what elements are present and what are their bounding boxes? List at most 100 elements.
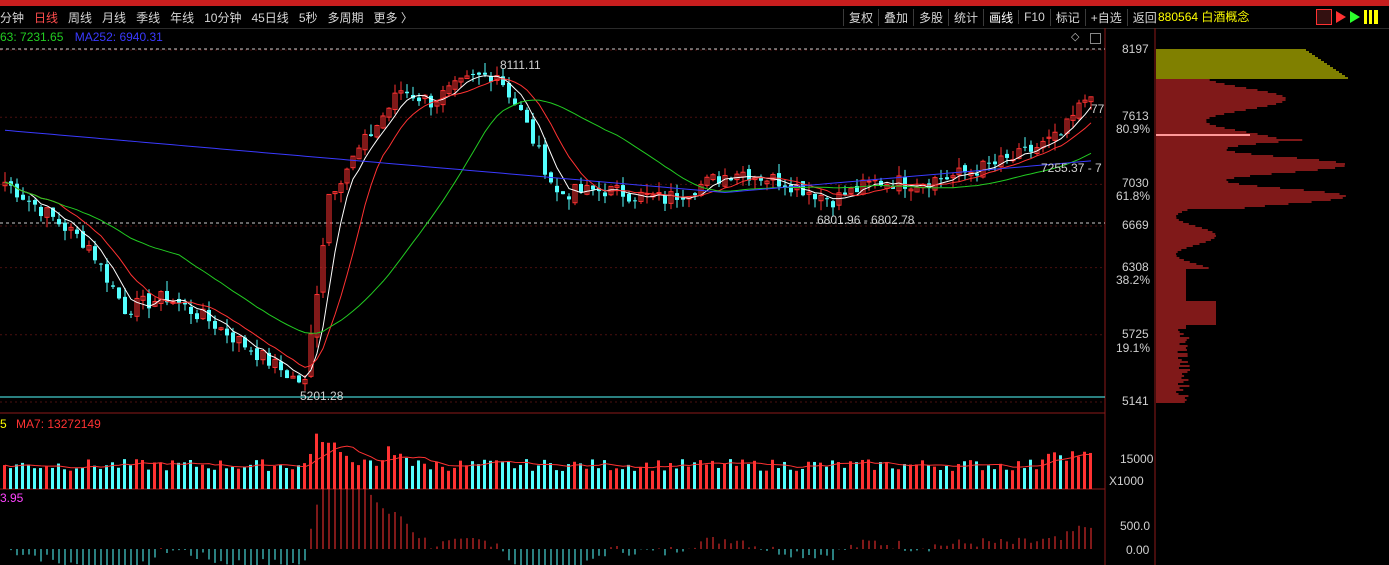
candle-body (519, 105, 523, 111)
candle-body (734, 173, 740, 181)
volume-bar (165, 470, 168, 489)
period-tab[interactable]: 日线 (34, 10, 59, 25)
candle-body (320, 245, 326, 293)
volume-bar (603, 460, 606, 489)
period-tab[interactable]: 月线 (102, 10, 127, 25)
period-tab[interactable]: 多周期 (327, 10, 364, 25)
candle-body (1005, 153, 1009, 158)
candle-body (789, 184, 793, 193)
volume-bar (981, 470, 984, 489)
volume-bar (789, 469, 792, 489)
volume-bar (1005, 469, 1008, 489)
fib-level-label: 19.1% (1116, 341, 1151, 355)
candle-body (177, 298, 181, 304)
volume-bar (381, 460, 384, 489)
candle-body (987, 162, 991, 164)
volume-bar (699, 460, 702, 489)
tool-button[interactable]: F10 (1018, 10, 1050, 24)
candle-body (267, 352, 271, 366)
tool-button[interactable]: 统计 (948, 8, 983, 26)
candle-body (405, 91, 409, 94)
macd-tick-label: 0.00 (1126, 543, 1150, 557)
volume-bar (861, 459, 864, 489)
candle-body (326, 193, 332, 244)
volume-bar (201, 464, 204, 489)
period-tab[interactable]: 分钟 (0, 10, 25, 25)
candle-body (494, 75, 500, 81)
flag-icon[interactable] (1336, 11, 1346, 23)
period-tab[interactable]: 10分钟 (204, 10, 242, 25)
fib-level-label: 80.9% (1116, 122, 1151, 136)
volume-bar (1089, 452, 1092, 489)
period-tab[interactable]: 季线 (136, 10, 161, 25)
bars-icon[interactable] (1364, 10, 1378, 24)
tool-button[interactable]: 多股 (913, 8, 948, 26)
period-tab[interactable]: 45日线 (251, 10, 289, 25)
tool-button[interactable]: +自选 (1084, 8, 1127, 26)
candle-body (338, 183, 344, 193)
volume-bar (771, 459, 774, 489)
fib-level-label: 61.8% (1116, 189, 1151, 203)
candle-body (908, 188, 914, 192)
candle-body (123, 296, 127, 315)
volume-bar (309, 453, 312, 489)
volume-tick-label: 15000 (1120, 452, 1154, 466)
tool-button[interactable]: 叠加 (878, 8, 913, 26)
candle-body (1052, 131, 1058, 141)
volume-bar (567, 464, 570, 489)
candle-body (63, 222, 67, 231)
toolbar-icons (1316, 8, 1378, 26)
candle-body (297, 375, 301, 383)
candle-body (591, 185, 595, 190)
volume-bar (819, 462, 822, 489)
volume-bar (123, 459, 126, 489)
candle-body (464, 75, 470, 80)
volume-bar (111, 462, 114, 489)
volume-bar (147, 469, 150, 489)
volume-bar (477, 464, 480, 489)
tool-button[interactable]: 复权 (843, 8, 878, 26)
candle-body (806, 191, 812, 195)
volume-bar (633, 470, 636, 489)
fib-level-label: 38.2% (1116, 273, 1151, 287)
period-tab[interactable]: 更多 〉 (373, 10, 413, 25)
tool-button[interactable]: 画线 (983, 8, 1018, 26)
volume-bar (1017, 461, 1020, 489)
volume-bar (513, 468, 516, 489)
volume-bar (261, 459, 264, 489)
volume-bar (291, 469, 294, 489)
volume-bar (447, 470, 450, 489)
macd-tick-label: 500.0 (1120, 519, 1151, 533)
arrow-icon[interactable] (1350, 11, 1360, 23)
ma252-line (4, 129, 1092, 193)
candle-body (783, 185, 787, 188)
tool-button[interactable]: 标记 (1049, 8, 1085, 26)
volume-bar (315, 433, 318, 489)
window-toggle-icon[interactable] (1090, 33, 1101, 44)
period-tab[interactable]: 周线 (68, 10, 93, 25)
candle-body (813, 193, 817, 200)
volume-bar (231, 466, 234, 489)
volume-bar (465, 465, 468, 489)
price-tick-label: 6308 (1122, 259, 1149, 274)
period-tab[interactable]: 5秒 (298, 10, 318, 25)
tool-button[interactable]: 返回 (1126, 8, 1162, 26)
period-tab[interactable]: 年线 (170, 10, 195, 25)
volume-bar (15, 464, 18, 489)
volume-bar (525, 459, 528, 489)
volume-bar (687, 466, 690, 489)
candle-body (446, 85, 452, 95)
candle-body (458, 77, 464, 83)
volume-bar (1047, 453, 1050, 489)
doc-icon[interactable] (1316, 9, 1332, 25)
volume-bar (453, 467, 456, 489)
price-tick-label: 6669 (1122, 218, 1149, 232)
range-annotation: 6801.96 - 6802.78 (817, 213, 915, 227)
candle-body (111, 285, 115, 287)
diamond-icon[interactable]: ◇ (1071, 31, 1080, 43)
volume-bar (141, 460, 144, 489)
volume-bar (1077, 456, 1080, 489)
volume-bar (495, 460, 498, 489)
volume-bar (195, 466, 198, 489)
